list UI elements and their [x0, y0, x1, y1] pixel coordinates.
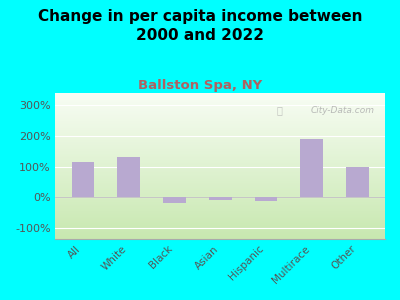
Text: City-Data.com: City-Data.com — [311, 106, 375, 115]
Bar — [254, 197, 278, 201]
Bar — [209, 197, 232, 200]
Text: ⦿: ⦿ — [276, 106, 282, 116]
Text: Change in per capita income between
2000 and 2022: Change in per capita income between 2000… — [38, 9, 362, 43]
Bar — [163, 197, 186, 203]
Bar — [346, 167, 369, 197]
Bar — [117, 158, 140, 197]
Bar — [300, 139, 323, 197]
Text: Ballston Spa, NY: Ballston Spa, NY — [138, 80, 262, 92]
Bar — [72, 162, 94, 197]
